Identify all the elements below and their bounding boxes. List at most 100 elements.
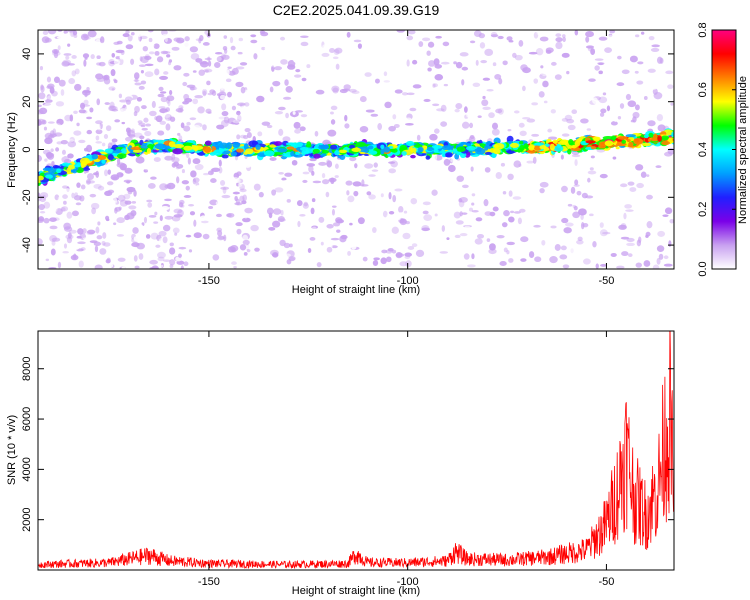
spectrogram-cell: [64, 188, 71, 194]
spectrogram-cell: [395, 252, 403, 259]
spectrogram-cell: [646, 194, 653, 200]
spectrogram-cell: [555, 41, 563, 50]
spectrogram-cell: [349, 88, 357, 93]
spectrogram-cell: [535, 48, 544, 56]
spectrogram-cell: [38, 218, 44, 224]
spectrogram-cell: [564, 162, 573, 169]
spectrogram-cell: [86, 201, 91, 205]
spectrogram-cell: [143, 168, 149, 173]
spectrogram-cell: [134, 72, 140, 80]
spectrogram-cell: [500, 162, 506, 167]
spectrogram-cell: [124, 167, 133, 174]
spectrogram-cell: [392, 114, 397, 120]
spectrogram-cell: [73, 130, 82, 136]
x-tick-label: -150: [198, 275, 220, 287]
spectrogram-cell: [200, 215, 207, 222]
spectrogram-cell: [78, 260, 84, 268]
spectrogram-cell: [540, 73, 544, 76]
spectrogram-cell: [526, 160, 535, 164]
spectrogram-cell: [147, 204, 155, 208]
spectrogram-cell: [53, 76, 60, 84]
spectrogram-cell: [588, 78, 596, 82]
spectrogram-cell: [282, 96, 292, 100]
spectrogram-cell: [435, 35, 442, 39]
spectrogram-cell: [486, 238, 491, 242]
spectrogram-cell: [216, 93, 220, 97]
spectrogram-cell: [415, 249, 425, 258]
spectrogram-cell: [599, 222, 604, 228]
spectrogram-cell: [330, 144, 338, 150]
spectrogram-cell: [46, 95, 55, 101]
spectrogram-cell: [334, 95, 340, 101]
spectrogram-cell: [415, 101, 425, 108]
spectrogram-cell: [52, 128, 57, 135]
spectrogram-cell: [334, 150, 340, 156]
spectrogram-cell: [441, 225, 445, 232]
spectrogram-cell: [641, 142, 652, 147]
colorbar-tick-label: 0.2: [697, 202, 709, 217]
spectrogram-cell: [475, 217, 483, 222]
spectrogram-cell: [547, 168, 553, 175]
spectrogram-cell: [604, 99, 613, 107]
spectrogram-cell: [125, 44, 134, 50]
spectrogram-cell: [432, 83, 436, 88]
spectrogram-cell: [656, 225, 662, 232]
spectrogram-cell: [246, 249, 251, 253]
spectrogram-cell: [382, 210, 388, 218]
spectrogram-cell: [621, 69, 630, 75]
spectrogram-cell: [350, 242, 357, 250]
spectrogram-cell: [477, 115, 482, 119]
spectrogram-cell: [44, 37, 52, 43]
spectrogram-cell: [104, 102, 110, 105]
spectrogram-cell: [58, 79, 66, 87]
spectrogram-cell: [235, 66, 245, 70]
spectrogram-cell: [656, 245, 665, 253]
spectrogram-cell: [245, 148, 254, 155]
spectrogram-cell: [345, 240, 353, 246]
spectrogram-cell: [663, 255, 669, 260]
spectrogram-cell: [599, 229, 608, 237]
spectrogram-cell: [278, 128, 284, 136]
spectrogram-cell: [97, 221, 101, 226]
spectrogram-cell: [73, 195, 82, 201]
spectrogram-cell: [484, 48, 494, 57]
spectrogram-cell: [392, 194, 397, 203]
spectrogram-cell: [479, 42, 486, 49]
spectrogram-cell: [489, 243, 496, 251]
spectrogram-cell: [415, 219, 423, 226]
spectrogram-cell: [502, 60, 508, 66]
spectrogram-cell: [274, 66, 282, 71]
spectrogram-cell: [533, 78, 539, 84]
spectrogram-cell: [82, 34, 88, 38]
spectrogram-cell: [636, 80, 644, 85]
spectrogram-cell: [468, 207, 474, 212]
spectrogram-cell: [625, 209, 634, 212]
spectrogram-cell: [325, 191, 330, 198]
spectrogram-cell: [640, 171, 647, 178]
spectrogram-cell: [446, 265, 455, 269]
spectrogram-cell: [235, 81, 244, 88]
spectrogram-cell: [152, 255, 156, 261]
colorbar-tick-label: 0.8: [697, 22, 709, 37]
spectrogram-cell: [321, 149, 330, 154]
spectrogram-cell: [80, 247, 86, 251]
spectrogram-cell: [459, 52, 469, 57]
spectrogram-cell: [169, 90, 173, 96]
spectrogram-cell: [289, 243, 293, 248]
spectrogram-cell: [280, 209, 284, 216]
spectrogram-cell: [166, 54, 171, 58]
spectrogram-cell: [73, 110, 78, 114]
spectrogram-cell: [315, 74, 323, 78]
spectrogram-cell: [163, 111, 171, 119]
spectrogram-cell: [406, 140, 415, 147]
spectrogram-cell: [403, 210, 408, 214]
spectrogram-cell: [107, 263, 114, 268]
spectrogram-cell: [86, 129, 93, 135]
spectrogram-cell: [388, 125, 396, 132]
spectrogram-cell: [38, 33, 43, 40]
spectrogram-cell: [85, 210, 90, 216]
spectrogram-cell: [207, 92, 214, 96]
colorbar-tick-label: 0.4: [697, 142, 709, 157]
spectrogram-cell: [453, 61, 457, 65]
spectrogram-cell: [213, 109, 218, 113]
